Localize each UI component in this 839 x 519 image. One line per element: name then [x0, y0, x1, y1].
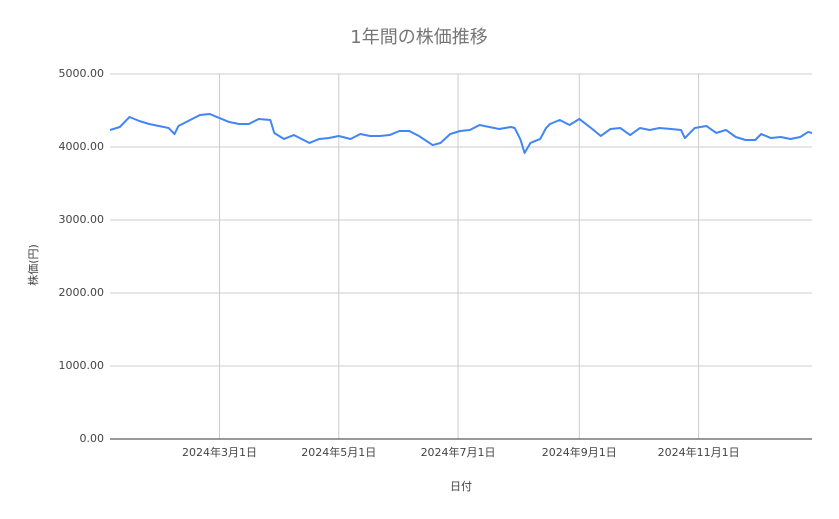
y-tick-label: 2000.00 — [59, 286, 105, 299]
y-tick-label: 5000.00 — [59, 67, 105, 80]
y-tick-label: 0.00 — [80, 432, 105, 445]
chart-title: 1年間の株価推移 — [350, 27, 487, 48]
x-axis-title: 日付 — [450, 480, 472, 493]
price-line — [109, 113, 813, 154]
x-tick-label: 2024年9月1日 — [542, 445, 617, 459]
x-tick-label: 2024年3月1日 — [182, 445, 257, 459]
x-tick-label: 2024年7月1日 — [421, 445, 496, 459]
y-tick-label: 4000.00 — [59, 140, 105, 153]
x-tick-label: 2024年5月1日 — [301, 445, 376, 459]
x-tick-label: 2024年11月1日 — [658, 445, 740, 459]
y-tick-label: 3000.00 — [59, 213, 105, 226]
y-axis-title: 株価(円) — [26, 244, 40, 286]
y-tick-label: 1000.00 — [59, 359, 105, 372]
